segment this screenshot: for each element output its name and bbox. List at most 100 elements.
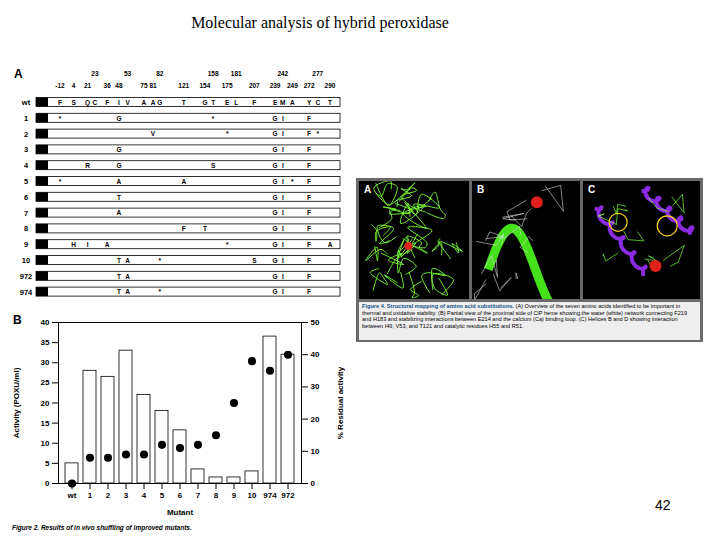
svg-text:A: A: [105, 241, 110, 248]
svg-text:81: 81: [149, 82, 157, 89]
svg-text:F: F: [307, 194, 311, 201]
svg-text:290: 290: [325, 82, 336, 89]
svg-text:25: 25: [41, 378, 50, 387]
svg-text:A: A: [151, 99, 156, 106]
svg-text:239: 239: [270, 82, 281, 89]
svg-text:G: G: [273, 241, 278, 248]
svg-text:G: G: [273, 288, 278, 295]
svg-text:F: F: [307, 273, 311, 280]
svg-text:wt: wt: [67, 491, 77, 500]
svg-text:% Residual activity: % Residual activity: [336, 366, 345, 439]
svg-text:I: I: [282, 115, 284, 122]
svg-text:0: 0: [311, 479, 316, 488]
svg-text:I: I: [282, 288, 284, 295]
svg-text:G: G: [273, 257, 278, 264]
svg-text:10: 10: [248, 491, 257, 500]
svg-text:A: A: [142, 99, 147, 106]
svg-text:T: T: [117, 194, 121, 201]
svg-text:E: E: [273, 99, 278, 106]
svg-text:Y: Y: [307, 99, 312, 106]
svg-text:242: 242: [277, 70, 288, 77]
svg-text:249: 249: [287, 82, 298, 89]
svg-text:*: *: [226, 241, 229, 248]
svg-text:V: V: [151, 130, 156, 137]
svg-text:75: 75: [140, 82, 148, 89]
svg-text:M: M: [280, 99, 285, 106]
svg-text:154: 154: [199, 82, 210, 89]
svg-text:10: 10: [22, 256, 30, 265]
svg-text:G: G: [116, 162, 121, 169]
svg-text:*: *: [159, 288, 162, 295]
svg-text:R: R: [85, 162, 90, 169]
svg-text:*: *: [59, 115, 62, 122]
svg-text:T: T: [117, 288, 121, 295]
svg-text:15: 15: [41, 419, 50, 428]
svg-text:F: F: [58, 99, 62, 106]
svg-text:5: 5: [45, 459, 50, 468]
svg-text:Q: Q: [85, 99, 90, 107]
svg-text:B: B: [477, 184, 484, 195]
svg-text:I: I: [282, 273, 284, 280]
svg-text:F: F: [307, 178, 311, 185]
svg-text:G: G: [273, 194, 278, 201]
svg-text:10: 10: [311, 447, 320, 456]
svg-text:272: 272: [304, 82, 315, 89]
svg-text:972: 972: [281, 491, 295, 500]
svg-text:20: 20: [311, 415, 320, 424]
svg-text:E: E: [225, 99, 230, 106]
svg-text:I: I: [282, 257, 284, 264]
svg-text:3: 3: [24, 145, 28, 154]
svg-text:F: F: [105, 99, 109, 106]
svg-text:F: F: [182, 225, 186, 232]
svg-text:82: 82: [156, 70, 164, 77]
svg-text:S: S: [252, 257, 257, 264]
svg-text:10: 10: [41, 439, 50, 448]
svg-text:8: 8: [24, 224, 28, 233]
svg-text:Mutant: Mutant: [167, 508, 194, 517]
svg-text:175: 175: [222, 82, 233, 89]
svg-text:0: 0: [45, 479, 50, 488]
svg-text:G: G: [116, 115, 121, 122]
svg-text:F: F: [307, 146, 311, 153]
svg-text:A: A: [125, 273, 130, 280]
svg-text:G: G: [273, 209, 278, 216]
svg-text:A: A: [117, 178, 122, 185]
svg-text:30: 30: [311, 382, 320, 391]
svg-text:I: I: [87, 241, 89, 248]
svg-text:S: S: [71, 99, 76, 106]
svg-text:G: G: [157, 99, 162, 106]
svg-text:G: G: [273, 273, 278, 280]
svg-text:*: *: [291, 178, 294, 185]
svg-text:7: 7: [196, 491, 201, 500]
svg-text:G: G: [273, 115, 278, 122]
svg-text:158: 158: [208, 70, 219, 77]
svg-text:4: 4: [142, 491, 147, 500]
svg-text:A: A: [290, 99, 295, 106]
svg-text:8: 8: [214, 491, 219, 500]
svg-text:4: 4: [24, 161, 29, 170]
svg-text:F: F: [307, 225, 311, 232]
svg-text:974: 974: [263, 491, 277, 500]
svg-text:9: 9: [24, 240, 28, 249]
svg-text:S: S: [211, 162, 216, 169]
svg-text:6: 6: [178, 491, 183, 500]
svg-text:6: 6: [24, 193, 28, 202]
svg-text:I: I: [282, 178, 284, 185]
svg-text:L: L: [234, 99, 238, 106]
svg-text:F: F: [307, 209, 311, 216]
svg-text:972: 972: [20, 272, 33, 281]
svg-text:G: G: [116, 146, 121, 153]
svg-text:T: T: [328, 99, 332, 106]
svg-text:A: A: [117, 209, 122, 216]
svg-text:974: 974: [20, 288, 33, 297]
svg-text:50: 50: [311, 318, 320, 327]
svg-text:G: G: [273, 162, 278, 169]
svg-text:F: F: [307, 162, 311, 169]
svg-text:1: 1: [24, 114, 28, 123]
svg-text:40: 40: [41, 318, 50, 327]
svg-text:F: F: [307, 130, 311, 137]
svg-text:*: *: [226, 130, 229, 137]
svg-text:C: C: [315, 99, 320, 106]
svg-text:4: 4: [72, 82, 76, 89]
svg-text:G: G: [202, 99, 207, 106]
